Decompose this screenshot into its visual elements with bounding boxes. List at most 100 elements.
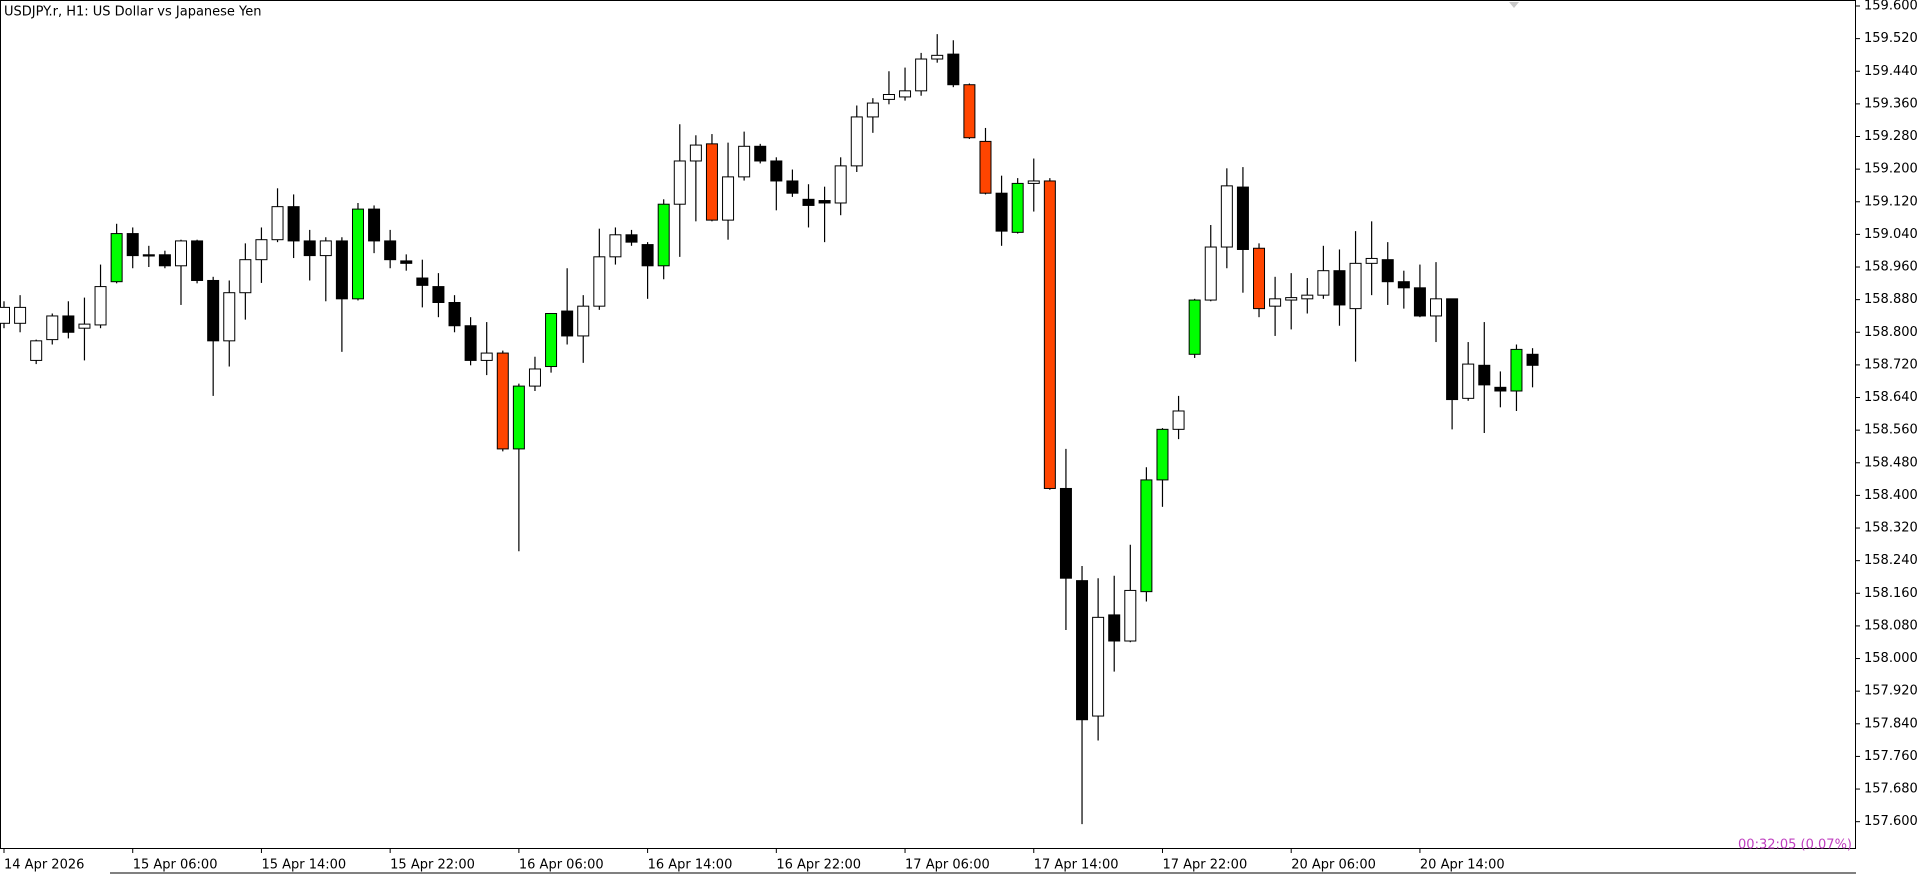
x-tick-label: 20 Apr 06:00: [1291, 858, 1376, 873]
y-tick-label: 158.080: [1864, 618, 1918, 633]
candle-body: [625, 234, 638, 243]
candle-body: [673, 160, 686, 205]
candle-body: [995, 192, 1008, 232]
y-tick-label: 159.280: [1864, 129, 1918, 144]
candle-body: [882, 94, 895, 100]
candle-body: [1462, 363, 1475, 399]
candle-body: [899, 90, 912, 98]
candle-body: [850, 116, 863, 167]
candle-body: [1510, 348, 1523, 392]
y-tick-label: 158.560: [1864, 423, 1918, 438]
candle-body: [1526, 353, 1539, 366]
candle-body: [722, 176, 735, 221]
candle-body: [239, 259, 252, 294]
candle-body: [1092, 616, 1105, 717]
candle-body: [947, 53, 960, 86]
candle-body: [1446, 298, 1459, 401]
candle-body: [689, 144, 702, 162]
y-tick-label: 158.800: [1864, 325, 1918, 340]
x-tick-label: 17 Apr 06:00: [905, 858, 990, 873]
candle-body: [1365, 257, 1378, 264]
candle-body: [1301, 294, 1314, 300]
x-tick-label: 16 Apr 14:00: [648, 858, 733, 873]
y-tick-label: 157.600: [1864, 814, 1918, 829]
y-tick-label: 158.320: [1864, 521, 1918, 536]
candle-body: [191, 240, 204, 281]
candle-body: [158, 254, 171, 267]
candle-body: [94, 286, 107, 326]
candle-body: [287, 206, 300, 242]
candle-body: [174, 240, 187, 267]
candle-body: [834, 165, 847, 204]
candle-body: [1236, 186, 1249, 250]
shift-marker: [1509, 2, 1519, 8]
x-tick-label: 15 Apr 06:00: [133, 858, 218, 873]
y-tick-label: 157.760: [1864, 749, 1918, 764]
candle-body: [786, 180, 799, 194]
plot-frame: [0, 0, 1856, 849]
candle-body: [30, 340, 43, 361]
candle-body: [110, 233, 123, 283]
candle-body: [1156, 428, 1169, 481]
candle-body: [1478, 364, 1491, 386]
y-tick-label: 158.880: [1864, 292, 1918, 307]
candle-body: [319, 240, 332, 257]
candle-body: [657, 203, 670, 267]
candle-body: [126, 233, 139, 257]
candle-body: [577, 305, 590, 337]
y-tick-label: 159.360: [1864, 96, 1918, 111]
candle-body: [368, 208, 381, 242]
candle-body: [818, 200, 831, 204]
chart-title: USDJPY.r, H1: US Dollar vs Japanese Yen: [4, 5, 262, 20]
candle-body: [1333, 270, 1346, 306]
candle-body: [738, 145, 751, 178]
candle-body: [1317, 270, 1330, 296]
x-tick-label: 15 Apr 22:00: [390, 858, 475, 873]
candle-body: [641, 244, 654, 267]
candle-body: [351, 208, 364, 300]
y-tick-label: 159.200: [1864, 162, 1918, 177]
candle-body: [400, 260, 413, 264]
y-tick-label: 158.720: [1864, 357, 1918, 372]
candle-body: [1204, 246, 1217, 301]
y-tick-label: 158.000: [1864, 651, 1918, 666]
y-tick-label: 157.680: [1864, 782, 1918, 797]
y-tick-label: 158.480: [1864, 455, 1918, 470]
candle-body: [1059, 487, 1072, 579]
candle-body: [802, 198, 815, 206]
y-tick-label: 158.960: [1864, 260, 1918, 275]
candle-body: [142, 254, 155, 257]
y-tick-label: 159.520: [1864, 31, 1918, 46]
candle-body: [1076, 580, 1089, 721]
candle-body: [609, 234, 622, 258]
candle-body: [335, 240, 348, 300]
y-tick-label: 159.440: [1864, 64, 1918, 79]
candle-body: [1381, 259, 1394, 283]
candle-body: [480, 352, 493, 361]
candle-body: [593, 256, 606, 307]
y-tick-label: 158.400: [1864, 488, 1918, 503]
candle-body: [271, 206, 284, 241]
candle-body: [1349, 262, 1362, 310]
candle-body: [561, 310, 574, 337]
y-tick-label: 157.920: [1864, 684, 1918, 699]
x-tick-label: 15 Apr 14:00: [261, 858, 346, 873]
candle-body: [512, 385, 525, 450]
x-tick-label: 16 Apr 06:00: [519, 858, 604, 873]
candle-body: [1140, 479, 1153, 593]
candle-body: [448, 301, 461, 327]
y-tick-label: 157.840: [1864, 716, 1918, 731]
candle-body: [1285, 297, 1298, 301]
candle-body: [915, 58, 928, 92]
x-tick-label: 16 Apr 22:00: [776, 858, 861, 873]
y-tick-label: 159.040: [1864, 227, 1918, 242]
candle-body: [432, 286, 445, 303]
candle-body: [1430, 298, 1443, 317]
candle-body: [1011, 182, 1024, 233]
candle-body: [416, 277, 429, 286]
x-tick-label: 17 Apr 14:00: [1034, 858, 1119, 873]
candle-body: [528, 368, 541, 387]
candle-body: [1413, 287, 1426, 317]
